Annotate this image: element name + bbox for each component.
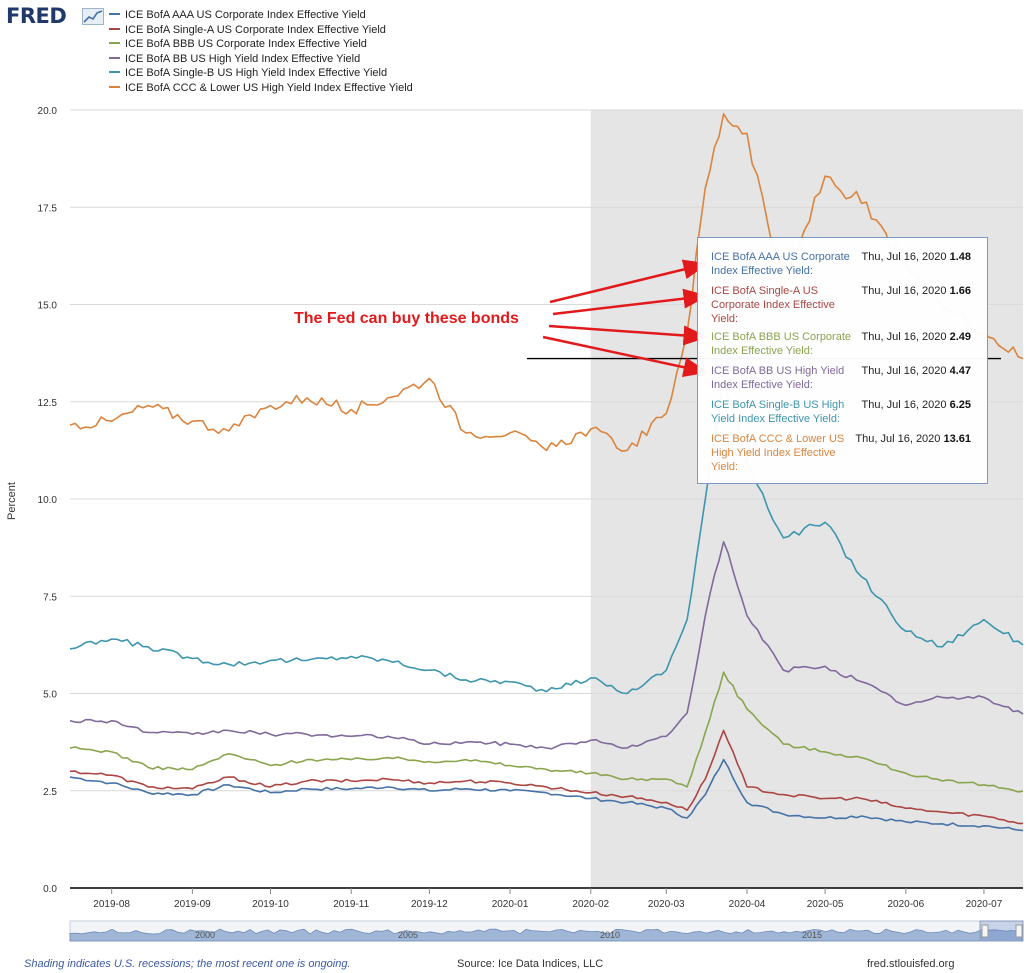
tooltip-row: ICE BofA BBB US Corporate Index Effectiv… xyxy=(711,330,983,358)
series-line xyxy=(69,540,1024,750)
tooltip-date-value: Thu, Jul 16, 2020 1.66 xyxy=(862,284,971,298)
tooltip-value: 2.49 xyxy=(949,331,971,343)
tooltip-date-value: Thu, Jul 16, 2020 1.48 xyxy=(862,250,971,264)
tooltip-date: Thu, Jul 16, 2020 xyxy=(861,285,950,297)
tooltip-value: 4.47 xyxy=(949,365,971,377)
series-line xyxy=(69,381,1024,695)
legend-item[interactable]: ICE BofA Single-A US Corporate Index Eff… xyxy=(109,23,413,38)
legend-item[interactable]: ICE BofA AAA US Corporate Index Effectiv… xyxy=(109,8,413,23)
legend-label: ICE BofA BB US High Yield Index Effectiv… xyxy=(125,52,361,65)
y-tick-label: 12.5 xyxy=(38,398,58,409)
series-line xyxy=(69,729,1023,825)
tooltip-date: Thu, Jul 16, 2020 xyxy=(861,251,950,263)
navigator-label: 2015 xyxy=(802,930,822,940)
tooltip-row: ICE BofA BB US High Yield Index Effectiv… xyxy=(711,364,983,392)
y-tick-label: 5.0 xyxy=(43,690,57,701)
tooltip-date-value: Thu, Jul 16, 2020 2.49 xyxy=(862,330,971,344)
legend-swatch xyxy=(109,86,120,89)
legend-item[interactable]: ICE BofA Single-B US High Yield Index Ef… xyxy=(109,66,413,81)
x-tick-label: 2020-01 xyxy=(492,899,529,910)
tooltip-date-value: Thu, Jul 16, 2020 6.25 xyxy=(862,398,971,412)
tooltip-date: Thu, Jul 16, 2020 xyxy=(855,433,944,445)
x-tick-label: 2020-07 xyxy=(966,899,1003,910)
annotation-arrow xyxy=(542,335,709,378)
tooltip-date: Thu, Jul 16, 2020 xyxy=(861,365,950,377)
tooltip-series-name: ICE BofA Single-A US Corporate Index Eff… xyxy=(711,285,835,325)
legend-swatch xyxy=(109,27,120,30)
tooltip-date-value: Thu, Jul 16, 2020 4.47 xyxy=(862,364,971,378)
y-tick-label: 0.0 xyxy=(43,884,57,895)
x-tick-label: 2019-08 xyxy=(93,899,130,910)
legend-label: ICE BofA CCC & Lower US High Yield Index… xyxy=(125,81,413,94)
legend-label: ICE BofA Single-A US Corporate Index Eff… xyxy=(125,23,386,36)
y-tick-label: 15.0 xyxy=(38,301,58,312)
tooltip-row: ICE BofA Single-A US Corporate Index Eff… xyxy=(711,284,983,326)
navigator-handle[interactable] xyxy=(981,924,989,938)
x-tick-label: 2019-09 xyxy=(174,899,211,910)
site-link[interactable]: fred.stlouisfed.org xyxy=(867,958,955,970)
navigator-window xyxy=(979,920,1024,942)
x-tick-label: 2020-06 xyxy=(887,899,924,910)
y-tick-label: 7.5 xyxy=(43,592,57,603)
legend-swatch xyxy=(109,42,120,45)
legend-swatch xyxy=(109,71,120,74)
tooltip-row: ICE BofA Single-B US High Yield Index Ef… xyxy=(711,398,983,426)
series-line xyxy=(69,671,1024,793)
tooltip-series-name: ICE BofA BBB US Corporate Index Effectiv… xyxy=(711,331,852,357)
series-line xyxy=(69,113,1024,453)
recession-note: Shading indicates U.S. recessions; the m… xyxy=(24,958,351,970)
legend-item[interactable]: ICE BofA BBB US Corporate Index Effectiv… xyxy=(109,37,413,52)
tooltip: ICE BofA AAA US Corporate Index Effectiv… xyxy=(697,237,988,484)
tooltip-value: 6.25 xyxy=(949,399,971,411)
legend-swatch xyxy=(109,13,120,16)
x-tick-label: 2020-02 xyxy=(572,899,609,910)
tooltip-series-name: ICE BofA BB US High Yield Index Effectiv… xyxy=(711,365,845,391)
y-tick-label: 20.0 xyxy=(38,106,58,117)
annotation-arrow xyxy=(548,324,709,346)
y-tick-label: 17.5 xyxy=(38,203,58,214)
x-tick-label: 2019-12 xyxy=(411,899,448,910)
navigator-label: 2000 xyxy=(195,930,215,940)
tooltip-value: 1.48 xyxy=(949,251,971,263)
tooltip-series-name: ICE BofA CCC & Lower US High Yield Index… xyxy=(711,433,845,473)
y-tick-label: 10.0 xyxy=(38,495,58,506)
source-text: Source: Ice Data Indices, LLC xyxy=(457,958,604,970)
annotation-arrow xyxy=(552,288,709,316)
fred-logo[interactable]: FRED xyxy=(6,4,104,30)
navigator-label: 2005 xyxy=(398,930,418,940)
x-tick-label: 2020-04 xyxy=(729,899,766,910)
tooltip-date: Thu, Jul 16, 2020 xyxy=(861,399,950,411)
x-tick-label: 2019-11 xyxy=(333,899,369,910)
legend-label: ICE BofA BBB US Corporate Index Effectiv… xyxy=(125,38,367,51)
tooltip-value: 13.61 xyxy=(943,433,971,445)
x-tick-label: 2020-03 xyxy=(648,899,685,910)
legend-swatch xyxy=(109,56,120,59)
y-tick-label: 2.5 xyxy=(43,787,57,798)
series-line xyxy=(69,758,1024,832)
line-chart[interactable]: 0.0 2.5 5.0 7.5 10.0 12.5 15.0 17.5 20.0 2019-08 2… xyxy=(0,96,1031,946)
x-tick-label: 2020-05 xyxy=(807,899,844,910)
tooltip-date-value: Thu, Jul 16, 2020 13.61 xyxy=(855,432,971,446)
legend-label: ICE BofA Single-B US High Yield Index Ef… xyxy=(125,67,388,80)
annotation-text: The Fed can buy these bonds xyxy=(294,310,519,327)
chart-icon xyxy=(82,8,104,25)
chart-legend: ICE BofA AAA US Corporate Index Effectiv… xyxy=(109,8,413,96)
tooltip-date: Thu, Jul 16, 2020 xyxy=(861,331,950,343)
tooltip-series-name: ICE BofA AAA US Corporate Index Effectiv… xyxy=(711,251,850,277)
tooltip-series-name: ICE BofA Single-B US High Yield Index Ef… xyxy=(711,399,845,425)
navigator-area xyxy=(69,928,1024,942)
legend-item[interactable]: ICE BofA BB US High Yield Index Effectiv… xyxy=(109,52,413,67)
legend-item[interactable]: ICE BofA CCC & Lower US High Yield Index… xyxy=(109,81,413,96)
tooltip-value: 1.66 xyxy=(949,285,971,297)
tooltip-row: ICE BofA CCC & Lower US High Yield Index… xyxy=(711,432,983,474)
navigator-handle[interactable] xyxy=(1015,924,1023,938)
annotation-arrow xyxy=(549,259,709,304)
tooltip-row: ICE BofA AAA US Corporate Index Effectiv… xyxy=(711,250,983,278)
legend-label: ICE BofA AAA US Corporate Index Effectiv… xyxy=(125,9,366,21)
navigator-label: 2010 xyxy=(600,930,620,940)
x-tick-label: 2019-10 xyxy=(252,899,289,910)
logo-text: FRED xyxy=(6,4,67,28)
